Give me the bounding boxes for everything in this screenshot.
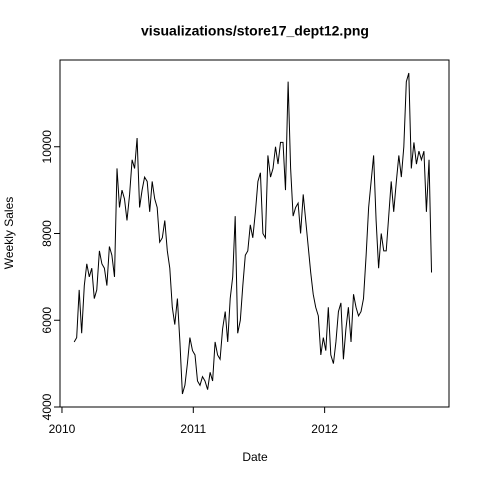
- line: [73, 72, 433, 395]
- x-axis-label: Date: [242, 450, 268, 464]
- y-tick-label: 4000: [40, 393, 54, 420]
- y-tick-label: 8000: [40, 220, 54, 247]
- y-tick-label: 6000: [40, 307, 54, 334]
- chart-title: visualizations/store17_dept12.png: [141, 23, 369, 39]
- x-tick-label: 2010: [49, 422, 76, 436]
- y-axis-label: Weekly Sales: [2, 197, 16, 269]
- y-tick-label: 10000: [40, 130, 54, 164]
- x-tick-label: 2012: [311, 422, 338, 436]
- plot-box: [59, 59, 450, 408]
- x-tick-label: 2011: [180, 422, 206, 436]
